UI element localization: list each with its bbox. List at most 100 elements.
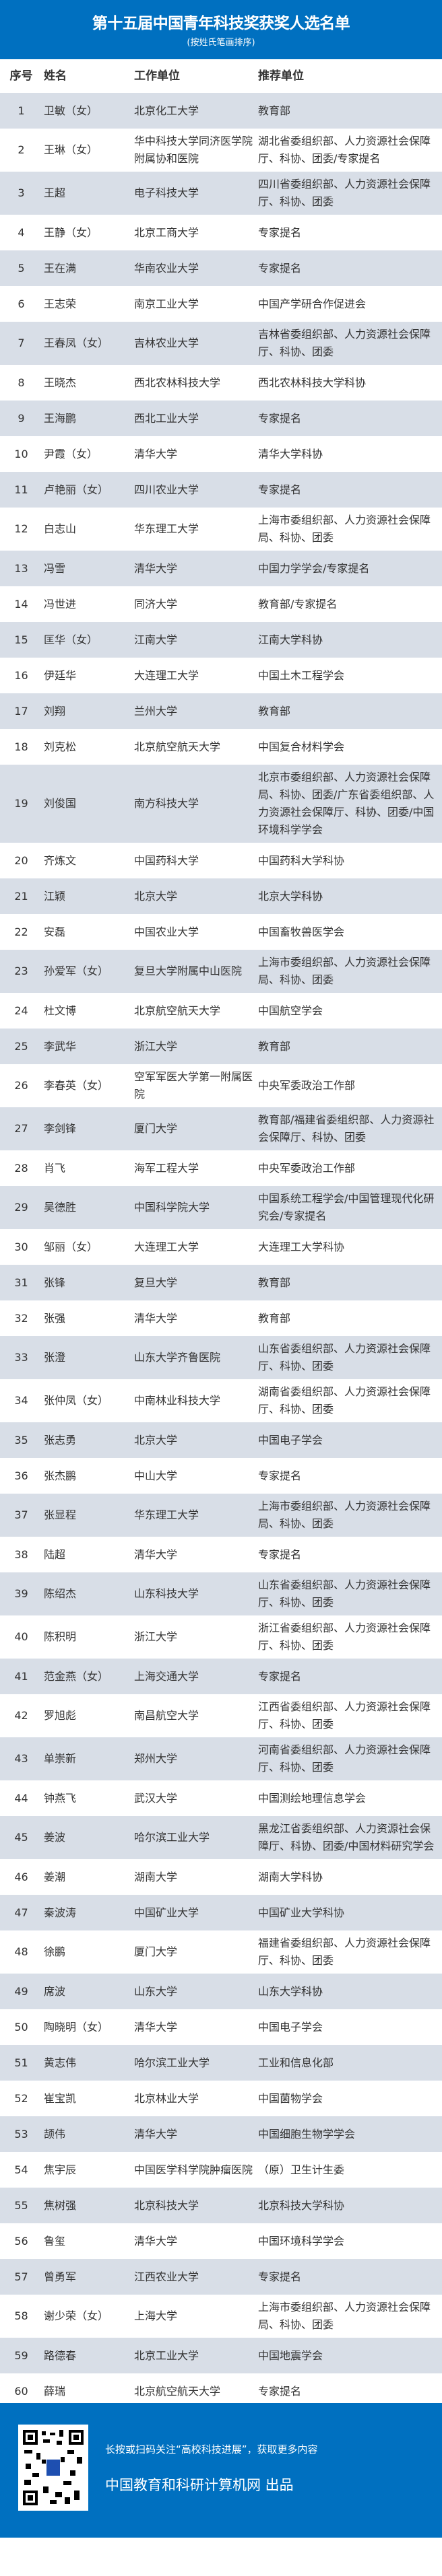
recommender: 中国地震学会 — [258, 2348, 323, 2362]
row-number: 48 — [14, 1945, 28, 1958]
person-name: 李剑锋 — [44, 1122, 77, 1135]
table-row: 2 王琳（女） 华中科技大学同济医学院附属协和医院 湖北省委组织部、人力资源社会保障厅… — [0, 129, 442, 172]
table-row: 20 齐炼文 中国药科大学 中国药科大学科协 — [0, 843, 442, 878]
person-name: 鲁玺 — [44, 2234, 66, 2248]
recommender: 中央军委政治工作部 — [258, 1079, 356, 1092]
follow-text: 长按或扫码关注“高校科技进展”，获取更多内容 — [105, 2443, 318, 2456]
table-row: 25 李武华 浙江大学 教育部 — [0, 1029, 442, 1064]
person-name: 王志荣 — [44, 297, 77, 310]
work-unit: 哈尔滨工业大学 — [134, 1831, 210, 1844]
recommender: 黑龙江省委组织部、人力资源社会保障厅、科协、团委/中国材料研究学会 — [258, 1822, 435, 1852]
person-name: 路德春 — [44, 2348, 77, 2362]
recommender: 中国产学研合作促进会 — [258, 297, 367, 310]
work-unit: 华中科技大学同济医学院附属协和医院 — [134, 135, 253, 165]
person-name: 谢少荣（女） — [44, 2309, 109, 2322]
person-name: 尹霞（女） — [44, 447, 98, 460]
recommender: 中国复合材料学会 — [258, 740, 345, 753]
table-row: 26 李春英（女） 空军军医大学第一附属医院 中央军委政治工作部 — [0, 1064, 442, 1107]
recommender: 中国环境科学学会 — [258, 2234, 345, 2248]
table-row: 22 安磊 中国农业大学 中国畜牧兽医学会 — [0, 914, 442, 950]
person-name: 颉伟 — [44, 2127, 66, 2140]
table-row: 18 刘克松 北京航空航天大学 中国复合材料学会 — [0, 729, 442, 765]
recommender: 中国测绘地理信息学会 — [258, 1791, 367, 1805]
row-number: 28 — [14, 1161, 28, 1175]
work-unit: 厦门大学 — [134, 1122, 178, 1135]
work-unit: 江西农业大学 — [134, 2270, 199, 2283]
row-number: 50 — [14, 2020, 28, 2033]
recommender: 中国航空学会 — [258, 1004, 323, 1017]
person-name: 陆超 — [44, 1547, 66, 1561]
work-unit: 厦门大学 — [134, 1945, 178, 1958]
work-unit: 山东大学 — [134, 1984, 178, 1998]
row-number: 41 — [14, 1669, 28, 1683]
row-number: 33 — [14, 1351, 28, 1364]
table-row: 12 白志山 华东理工大学 上海市委组织部、人力资源社会保障局、科协、团委 — [0, 508, 442, 551]
work-unit: 清华大学 — [134, 2020, 178, 2033]
person-name: 冯世进 — [44, 597, 77, 611]
recommender: 上海市委组织部、人力资源社会保障局、科协、团委 — [258, 514, 431, 544]
person-name: 单崇新 — [44, 1752, 77, 1765]
row-number: 31 — [14, 1276, 28, 1289]
row-number: 22 — [14, 925, 28, 938]
table-row: 51 黄志伟 哈尔滨工业大学 工业和信息化部 — [0, 2045, 442, 2081]
work-unit: 北京科技大学 — [134, 2198, 199, 2212]
work-unit: 清华大学 — [134, 561, 178, 575]
person-name: 邹丽（女） — [44, 1240, 98, 1253]
recommender: 专家提名 — [258, 411, 302, 425]
table-row: 8 王晓杰 西北农林科技大学 西北农林科技大学科协 — [0, 365, 442, 401]
work-unit: 清华大学 — [134, 1311, 178, 1325]
person-name: 卢艳丽（女） — [44, 483, 109, 496]
row-number: 20 — [14, 854, 28, 867]
row-number: 17 — [14, 704, 28, 718]
person-name: 吴德胜 — [44, 1201, 77, 1214]
recommender: 教育部 — [258, 704, 291, 718]
row-number: 35 — [14, 1433, 28, 1447]
table-row: 16 伊廷华 大连理工大学 中国土木工程学会 — [0, 658, 442, 693]
recommender: 专家提名 — [258, 1469, 302, 1482]
person-name: 肖飞 — [44, 1161, 66, 1175]
table-row: 53 颉伟 清华大学 中国细胞生物学学会 — [0, 2116, 442, 2152]
recommender: 教育部 — [258, 1276, 291, 1289]
person-name: 刘俊国 — [44, 797, 77, 810]
table-row: 17 刘翔 兰州大学 教育部 — [0, 693, 442, 729]
row-number: 21 — [14, 889, 28, 903]
work-unit: 清华大学 — [134, 447, 178, 460]
work-unit: 清华大学 — [134, 2234, 178, 2248]
row-number: 53 — [14, 2127, 28, 2140]
person-name: 安磊 — [44, 925, 66, 938]
person-name: 王静（女） — [44, 225, 98, 239]
column-header-name: 姓名 — [44, 69, 67, 83]
table-row: 7 王春凤（女） 吉林农业大学 吉林省委组织部、人力资源社会保障厅、科协、团委 — [0, 322, 442, 365]
row-number: 10 — [14, 447, 28, 460]
row-number: 24 — [14, 1004, 28, 1017]
table-row: 42 罗旭彪 南昌航空大学 江西省委组织部、人力资源社会保障厅、科协、团委 — [0, 1694, 442, 1737]
recommender: 专家提名 — [258, 2270, 302, 2283]
recommender: 中央军委政治工作部 — [258, 1161, 356, 1175]
work-unit: 华东理工大学 — [134, 1508, 199, 1521]
person-name: 白志山 — [44, 522, 77, 535]
table-row: 3 王超 电子科技大学 四川省委组织部、人力资源社会保障厅、科协、团委 — [0, 172, 442, 215]
row-number: 11 — [14, 483, 28, 496]
table-row: 11 卢艳丽（女） 四川农业大学 专家提名 — [0, 472, 442, 508]
work-unit: 中国矿业大学 — [134, 1906, 199, 1919]
recommender: 专家提名 — [258, 2384, 302, 2398]
work-unit: 中国农业大学 — [134, 925, 199, 938]
person-name: 秦波涛 — [44, 1906, 77, 1919]
person-name: 卫敏（女） — [44, 104, 98, 117]
person-name: 刘克松 — [44, 740, 77, 753]
row-number: 7 — [18, 337, 25, 349]
person-name: 杜文博 — [44, 1004, 77, 1017]
row-number: 9 — [18, 411, 25, 425]
person-name: 刘翔 — [44, 704, 66, 718]
recommender: 中国药科大学科协 — [258, 854, 345, 867]
recommender: 中国菌物学会 — [258, 2091, 323, 2105]
table-row: 41 范金燕（女） 上海交通大学 专家提名 — [0, 1659, 442, 1694]
table-row: 35 张志勇 北京大学 中国电子学会 — [0, 1422, 442, 1458]
row-number: 49 — [14, 1984, 28, 1998]
table-row: 4 王静（女） 北京工商大学 专家提名 — [0, 215, 442, 250]
work-unit: 中国医学科学院肿瘤医院 — [134, 2163, 253, 2176]
recommender: 北京大学科协 — [258, 889, 323, 903]
table-row: 39 陈绍杰 山东科技大学 山东省委组织部、人力资源社会保障厅、科协、团委 — [0, 1572, 442, 1615]
work-unit: 四川农业大学 — [134, 483, 199, 496]
person-name: 罗旭彪 — [44, 1709, 77, 1722]
